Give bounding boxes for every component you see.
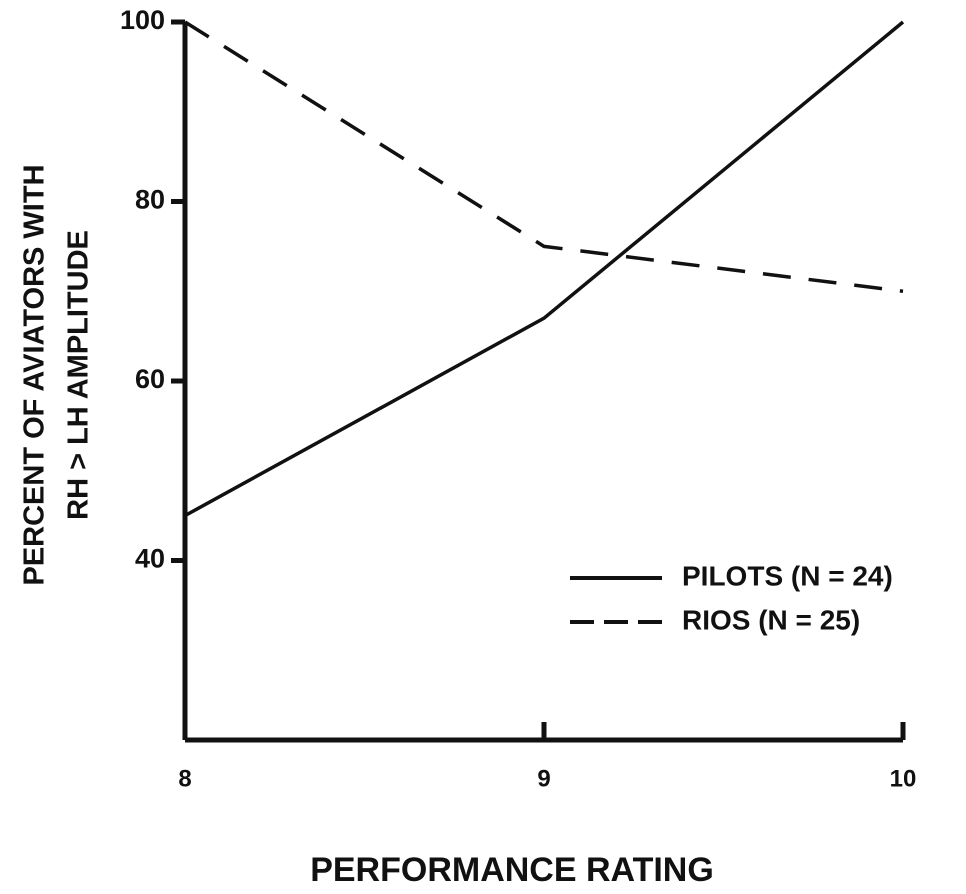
y-axis-label: RH > LH AMPLITUDE xyxy=(63,230,95,520)
series-line xyxy=(184,20,905,518)
series-line xyxy=(184,20,904,293)
y-tick-label: 80 xyxy=(135,185,165,215)
y-tick-label: 100 xyxy=(120,5,165,35)
legend-label: RIOS (N = 25) xyxy=(682,604,860,635)
y-tick-label: 40 xyxy=(135,544,165,574)
y-axis-label: PERCENT OF AVIATORS WITH xyxy=(19,164,51,585)
x-axis-label: PERFORMANCE RATING xyxy=(310,851,714,889)
x-tick-label: 8 xyxy=(178,765,191,792)
x-tick-label: 10 xyxy=(890,765,917,792)
y-tick-label: 60 xyxy=(135,364,165,394)
legend-label: PILOTS (N = 24) xyxy=(682,560,893,591)
x-tick-label: 9 xyxy=(537,765,550,792)
